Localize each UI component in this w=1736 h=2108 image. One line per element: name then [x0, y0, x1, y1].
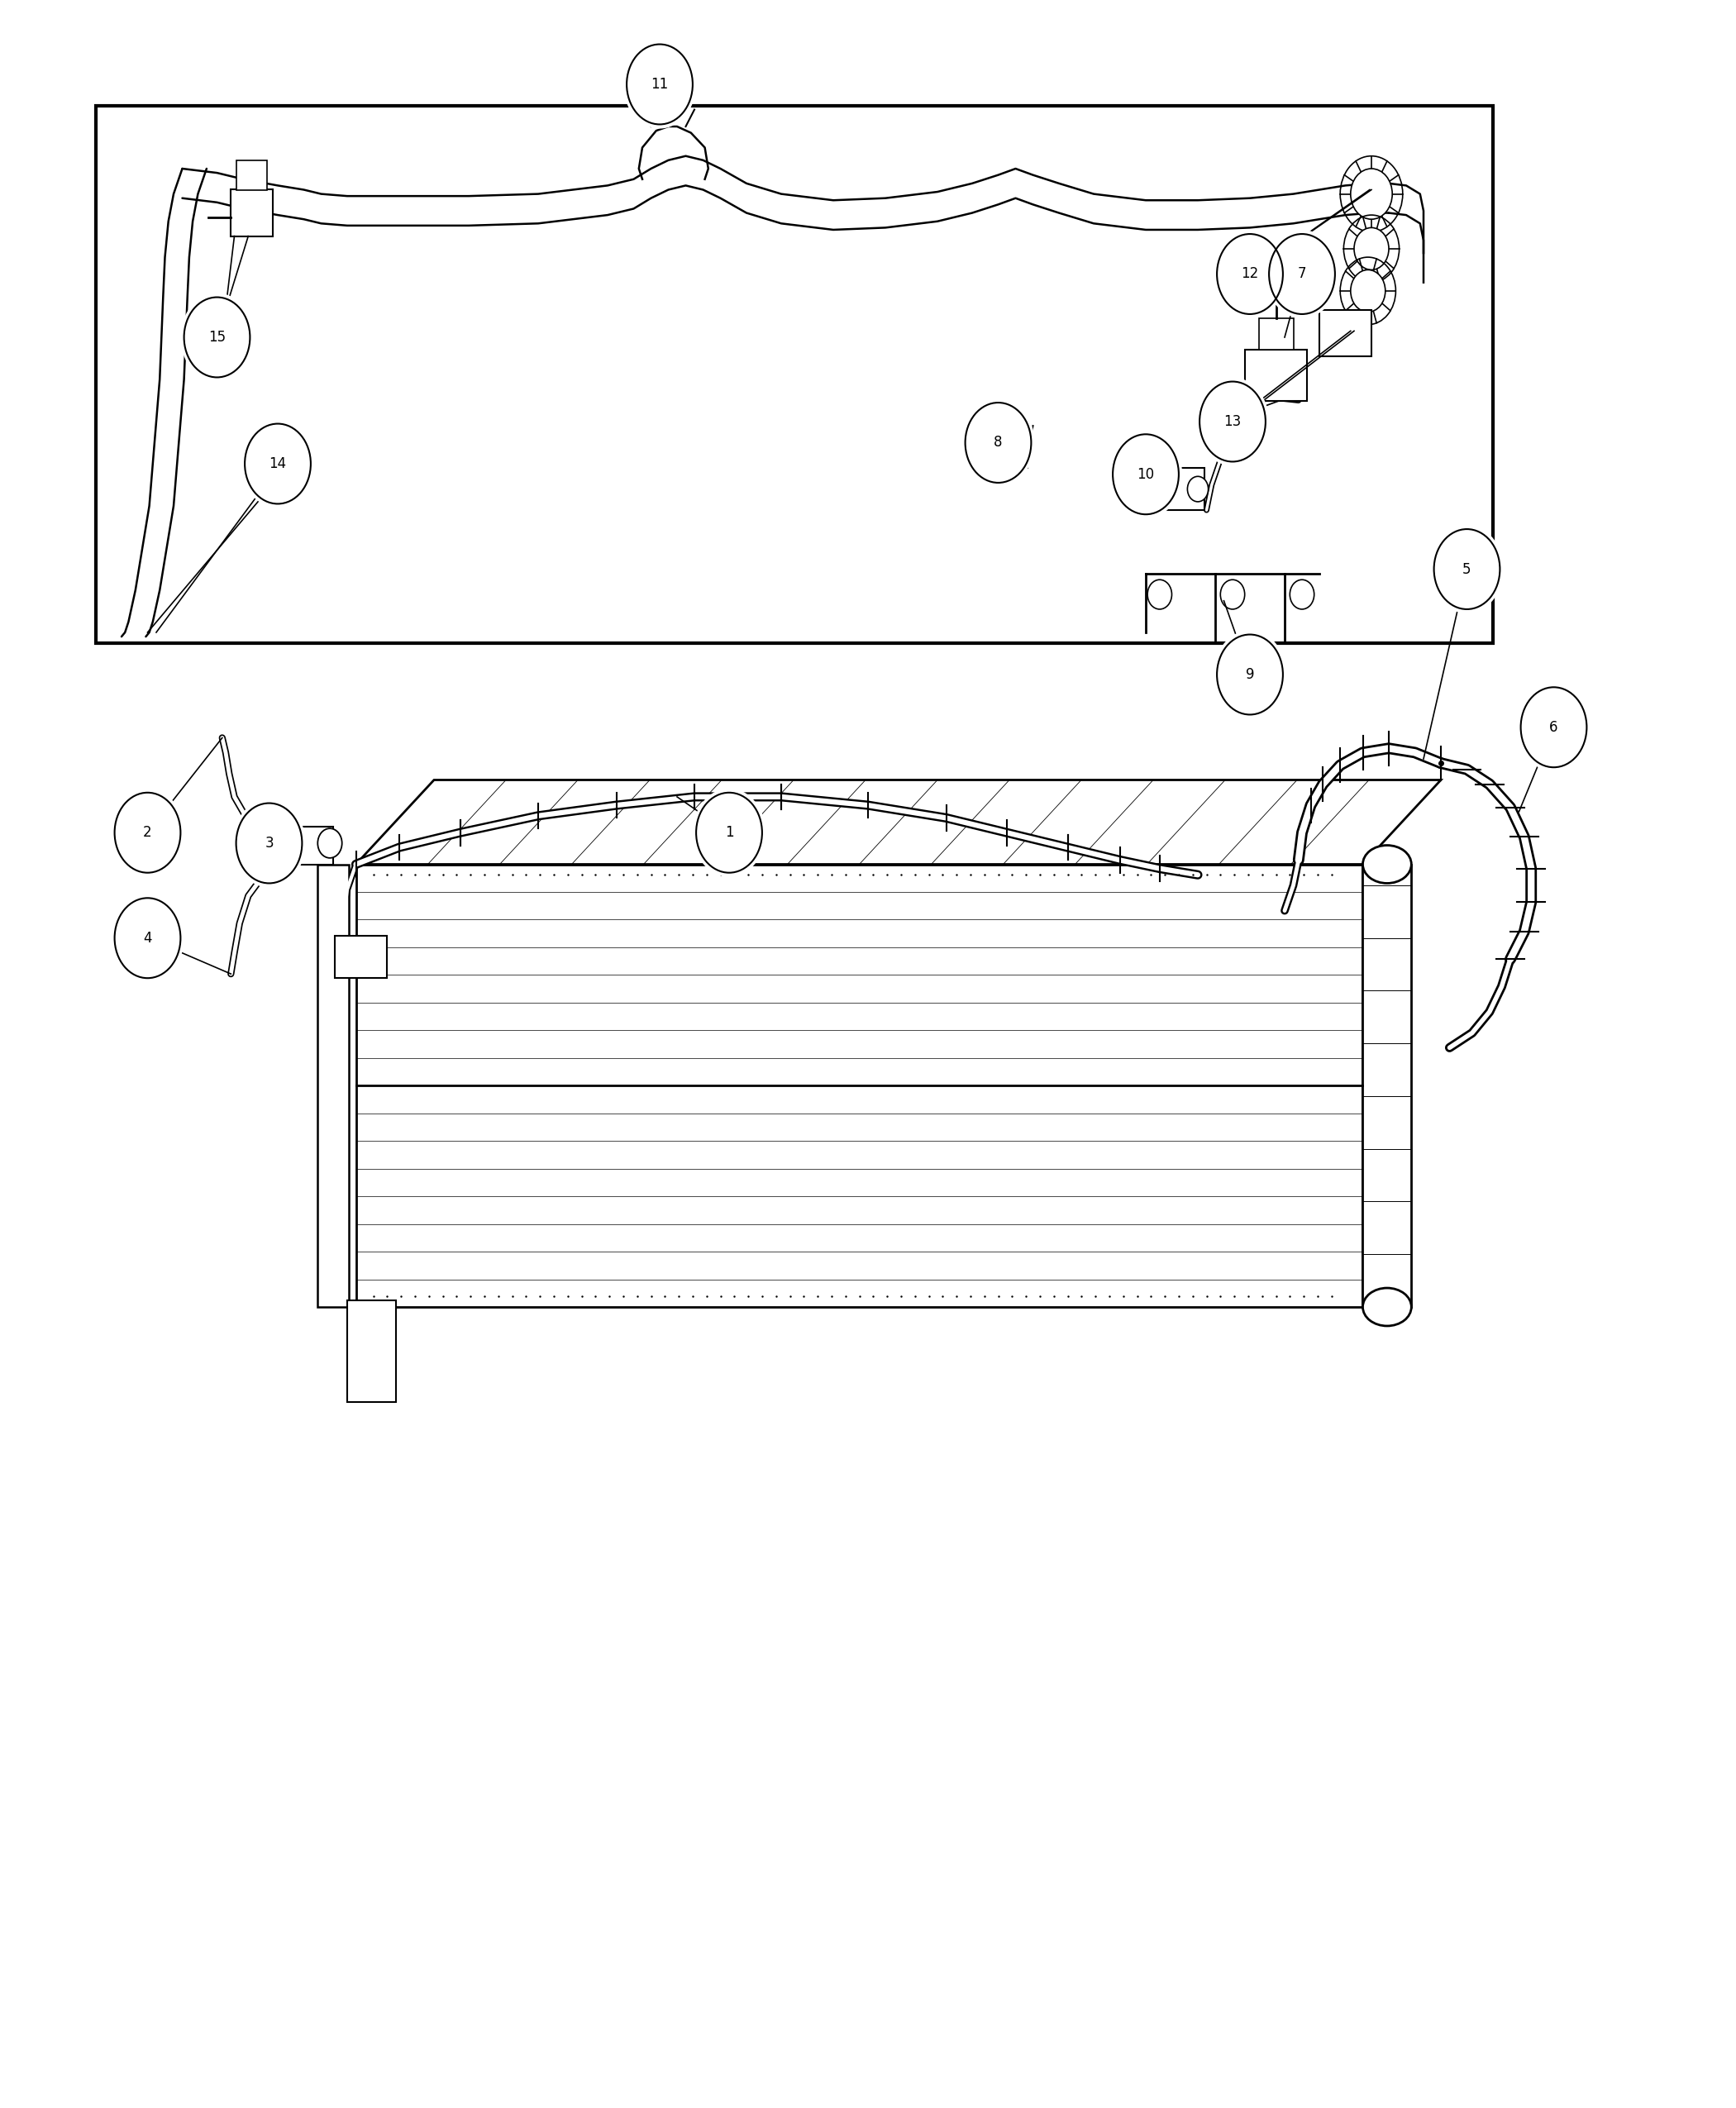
Bar — [335, 936, 387, 978]
Circle shape — [1213, 230, 1286, 318]
Text: 15: 15 — [208, 329, 226, 346]
Circle shape — [1351, 270, 1385, 312]
Circle shape — [1109, 430, 1182, 519]
Bar — [236, 160, 267, 190]
Ellipse shape — [1363, 1288, 1411, 1326]
Circle shape — [1220, 580, 1245, 609]
Bar — [1319, 310, 1371, 356]
Text: 4: 4 — [142, 930, 153, 946]
Circle shape — [1266, 230, 1338, 318]
Text: 6: 6 — [1549, 719, 1559, 736]
Bar — [95, 105, 1493, 643]
Text: 7: 7 — [1299, 266, 1305, 282]
Circle shape — [111, 788, 184, 877]
Text: 14: 14 — [269, 455, 286, 472]
Circle shape — [1187, 476, 1208, 502]
Circle shape — [693, 788, 766, 877]
Text: 13: 13 — [1224, 413, 1241, 430]
Bar — [295, 826, 333, 864]
Text: 12: 12 — [1241, 266, 1259, 282]
Circle shape — [1262, 270, 1290, 304]
Polygon shape — [356, 780, 1441, 864]
Circle shape — [1213, 630, 1286, 719]
Bar — [347, 1301, 396, 1402]
Circle shape — [1196, 377, 1269, 466]
Circle shape — [1354, 228, 1389, 270]
Text: 1: 1 — [724, 824, 734, 841]
Text: 2: 2 — [142, 824, 153, 841]
Bar — [1259, 318, 1293, 350]
Circle shape — [1517, 683, 1590, 772]
Text: 11: 11 — [651, 76, 668, 93]
Circle shape — [962, 398, 1035, 487]
Circle shape — [241, 419, 314, 508]
Bar — [1156, 468, 1205, 510]
Text: 5: 5 — [1462, 561, 1472, 578]
Ellipse shape — [1363, 845, 1411, 883]
Bar — [1363, 864, 1411, 1307]
Bar — [231, 190, 273, 236]
Circle shape — [233, 799, 306, 887]
Text: 8: 8 — [993, 434, 1003, 451]
Circle shape — [1430, 525, 1503, 613]
Bar — [318, 864, 349, 1307]
Polygon shape — [356, 864, 1363, 1307]
Circle shape — [318, 828, 342, 858]
Bar — [1245, 350, 1307, 401]
Circle shape — [1351, 169, 1392, 219]
Circle shape — [181, 293, 253, 382]
Circle shape — [1290, 580, 1314, 609]
Circle shape — [111, 894, 184, 982]
Circle shape — [1147, 580, 1172, 609]
Circle shape — [623, 40, 696, 129]
Text: 10: 10 — [1137, 466, 1154, 483]
Text: 3: 3 — [264, 835, 274, 852]
Text: 9: 9 — [1246, 666, 1253, 683]
